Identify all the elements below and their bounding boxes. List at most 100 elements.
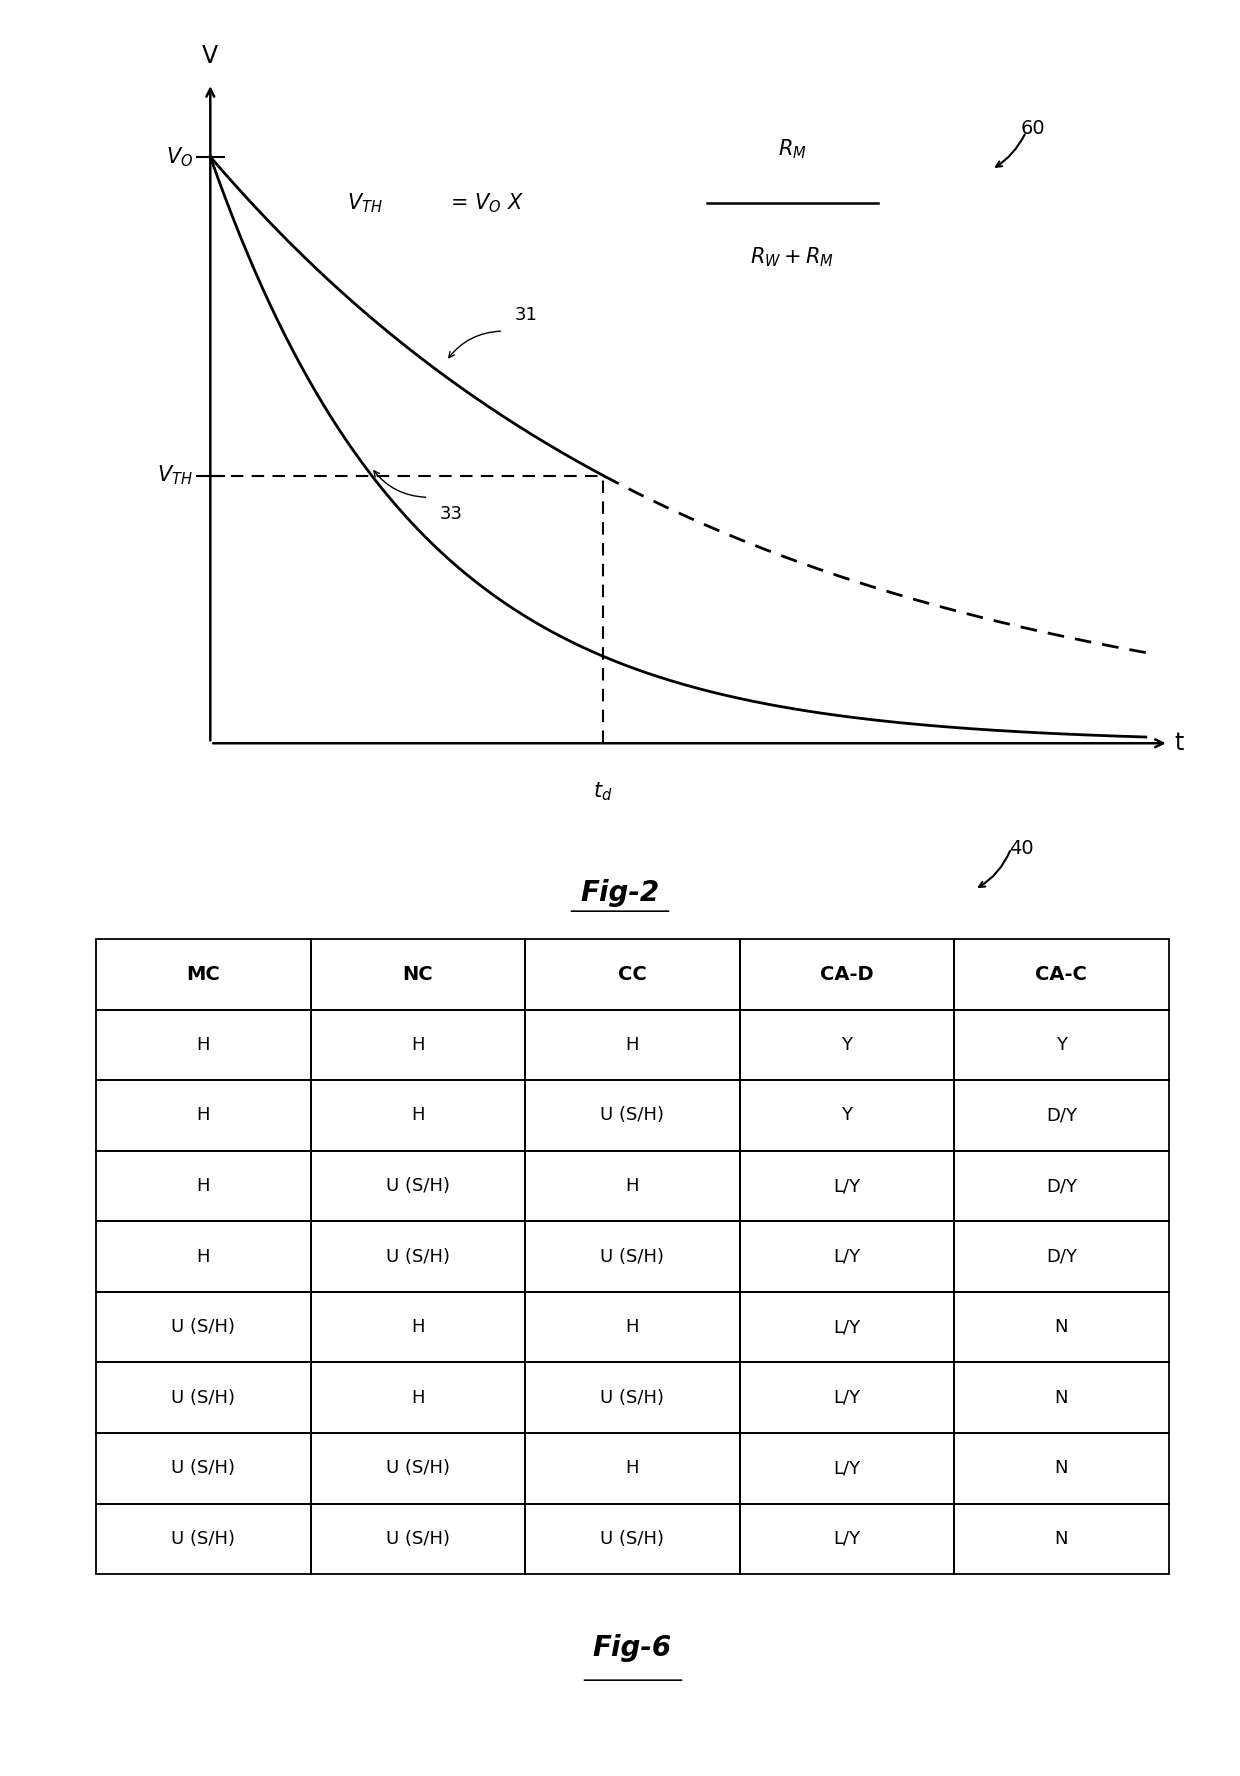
Bar xyxy=(97,940,311,1009)
Text: _________: _________ xyxy=(583,1661,682,1680)
Bar xyxy=(526,1362,739,1433)
Text: U (S/H): U (S/H) xyxy=(600,1529,665,1549)
Bar xyxy=(739,1291,954,1362)
Bar xyxy=(526,1080,739,1151)
Text: 33: 33 xyxy=(440,504,463,522)
Bar xyxy=(97,1433,311,1504)
Text: U (S/H): U (S/H) xyxy=(171,1389,236,1407)
Text: 31: 31 xyxy=(515,305,538,323)
Bar xyxy=(526,1504,739,1574)
Bar xyxy=(311,940,526,1009)
Text: D/Y: D/Y xyxy=(1045,1247,1076,1266)
Bar xyxy=(311,1504,526,1574)
Bar xyxy=(954,1151,1168,1222)
Text: = $V_O$ X: = $V_O$ X xyxy=(450,192,523,215)
Text: N: N xyxy=(1054,1389,1068,1407)
Text: H: H xyxy=(412,1035,424,1053)
Text: L/Y: L/Y xyxy=(833,1177,861,1195)
Text: Y: Y xyxy=(842,1106,852,1124)
Text: H: H xyxy=(626,1318,639,1336)
Text: H: H xyxy=(412,1389,424,1407)
Text: 40: 40 xyxy=(1009,838,1033,858)
Bar xyxy=(526,1009,739,1080)
Text: U (S/H): U (S/H) xyxy=(600,1389,665,1407)
Text: H: H xyxy=(412,1106,424,1124)
Text: V: V xyxy=(202,44,218,67)
Bar xyxy=(739,1080,954,1151)
Text: Fig-2: Fig-2 xyxy=(580,879,660,908)
Bar xyxy=(97,1080,311,1151)
Bar xyxy=(311,1222,526,1291)
Bar xyxy=(311,1291,526,1362)
Text: $V_{TH}$: $V_{TH}$ xyxy=(347,192,383,215)
Bar xyxy=(97,1291,311,1362)
Bar xyxy=(526,1433,739,1504)
Bar xyxy=(954,1009,1168,1080)
Bar xyxy=(526,1222,739,1291)
Text: CA-C: CA-C xyxy=(1035,964,1087,984)
Text: U (S/H): U (S/H) xyxy=(600,1106,665,1124)
Text: D/Y: D/Y xyxy=(1045,1106,1076,1124)
Bar xyxy=(954,940,1168,1009)
Text: N: N xyxy=(1054,1318,1068,1336)
Text: U (S/H): U (S/H) xyxy=(600,1247,665,1266)
Text: t: t xyxy=(1174,732,1184,755)
Bar xyxy=(97,1504,311,1574)
Bar xyxy=(97,1151,311,1222)
Text: L/Y: L/Y xyxy=(833,1529,861,1549)
Text: $V_{TH}$: $V_{TH}$ xyxy=(157,464,193,487)
Text: H: H xyxy=(626,1035,639,1053)
Bar xyxy=(526,1291,739,1362)
Text: H: H xyxy=(197,1247,211,1266)
Bar xyxy=(311,1433,526,1504)
Text: Fig-6: Fig-6 xyxy=(593,1634,672,1662)
Text: L/Y: L/Y xyxy=(833,1389,861,1407)
Text: $t_d$: $t_d$ xyxy=(594,781,613,803)
Text: Y: Y xyxy=(842,1035,852,1053)
Bar xyxy=(739,1151,954,1222)
Text: CA-D: CA-D xyxy=(820,964,874,984)
Bar xyxy=(311,1080,526,1151)
Bar xyxy=(954,1433,1168,1504)
Bar xyxy=(954,1291,1168,1362)
Text: U (S/H): U (S/H) xyxy=(386,1177,450,1195)
Text: N: N xyxy=(1054,1460,1068,1478)
Bar xyxy=(739,1222,954,1291)
Text: NC: NC xyxy=(403,964,433,984)
Bar xyxy=(954,1362,1168,1433)
Text: U (S/H): U (S/H) xyxy=(386,1247,450,1266)
Text: H: H xyxy=(626,1460,639,1478)
Bar xyxy=(526,940,739,1009)
Text: U (S/H): U (S/H) xyxy=(171,1529,236,1549)
Bar xyxy=(954,1222,1168,1291)
Bar xyxy=(739,1009,954,1080)
Text: CC: CC xyxy=(618,964,647,984)
Text: L/Y: L/Y xyxy=(833,1318,861,1336)
Bar xyxy=(311,1009,526,1080)
Text: $R_M$: $R_M$ xyxy=(777,137,806,162)
Text: U (S/H): U (S/H) xyxy=(386,1460,450,1478)
Text: N: N xyxy=(1054,1529,1068,1549)
Text: $R_W + R_M$: $R_W + R_M$ xyxy=(750,245,835,270)
Text: $V_O$: $V_O$ xyxy=(166,146,193,169)
Bar xyxy=(954,1504,1168,1574)
Text: H: H xyxy=(197,1177,211,1195)
Text: L/Y: L/Y xyxy=(833,1460,861,1478)
Text: Y: Y xyxy=(1055,1035,1066,1053)
Text: 60: 60 xyxy=(1021,119,1045,139)
Bar xyxy=(739,1362,954,1433)
Bar xyxy=(311,1362,526,1433)
Text: H: H xyxy=(626,1177,639,1195)
Text: _________: _________ xyxy=(570,892,670,911)
Bar xyxy=(97,1009,311,1080)
Text: U (S/H): U (S/H) xyxy=(386,1529,450,1549)
Bar xyxy=(97,1222,311,1291)
Text: MC: MC xyxy=(186,964,221,984)
Text: U (S/H): U (S/H) xyxy=(171,1318,236,1336)
Bar xyxy=(526,1151,739,1222)
Text: L/Y: L/Y xyxy=(833,1247,861,1266)
Text: H: H xyxy=(197,1035,211,1053)
Bar xyxy=(739,940,954,1009)
Text: D/Y: D/Y xyxy=(1045,1177,1076,1195)
Text: U (S/H): U (S/H) xyxy=(171,1460,236,1478)
